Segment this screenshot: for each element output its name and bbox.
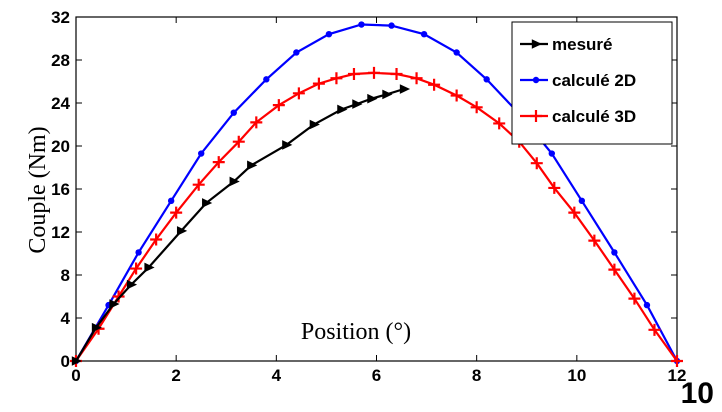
data-point-calcule-3d [272, 99, 285, 112]
y-tick-label: 0 [61, 352, 70, 371]
legend-item-calcule-3d: calculé 3D [520, 107, 636, 126]
legend-marker [531, 39, 542, 49]
series-line-mesure [75, 87, 405, 362]
data-point-calcule-3d [608, 263, 621, 276]
data-point-mesure [202, 198, 213, 208]
data-point-mesure [367, 93, 378, 104]
data-point-mesure [229, 176, 240, 187]
data-point-calcule-3d [150, 233, 163, 246]
x-tick-label: 4 [272, 366, 282, 385]
y-tick-label: 4 [61, 309, 71, 328]
data-point-calcule-3d [548, 181, 561, 194]
data-point-calcule-2d [358, 21, 365, 28]
data-point-mesure [144, 262, 155, 273]
data-point-mesure [352, 99, 363, 109]
legend-item-mesure: mesuré [520, 35, 612, 54]
data-point-calcule-2d [263, 76, 270, 83]
x-tick-label: 12 [668, 366, 687, 385]
y-tick-label: 32 [51, 8, 70, 27]
series-line-calcule-2d [75, 23, 678, 362]
data-point-calcule-2d [483, 76, 490, 83]
data-point-calcule-3d [192, 178, 205, 191]
series-mesure [71, 84, 411, 366]
x-axis-label: Position (°) [301, 319, 411, 345]
data-point-mesure [247, 160, 258, 171]
data-point-calcule-2d [198, 150, 205, 157]
data-point-calcule-2d [611, 249, 618, 256]
data-point-calcule-2d [167, 197, 175, 205]
data-point-calcule-3d [367, 66, 380, 79]
data-point-calcule-2d [420, 31, 428, 38]
legend-box [511, 21, 673, 145]
data-point-calcule-2d [325, 31, 333, 38]
data-point-calcule-3d [493, 117, 506, 130]
data-point-calcule-3d [212, 156, 225, 169]
data-point-calcule-3d [292, 87, 305, 100]
data-point-calcule-3d [312, 77, 325, 90]
data-point-calcule-3d [428, 78, 441, 91]
data-point-calcule-3d [588, 234, 601, 247]
data-point-calcule-3d [450, 89, 463, 102]
legend-marker [532, 76, 540, 84]
x-tick-label: 10 [567, 366, 586, 385]
y-tick-label: 16 [51, 180, 70, 199]
data-point-calcule-2d [230, 109, 237, 116]
data-point-calcule-3d [330, 72, 343, 85]
data-point-calcule-3d [628, 292, 641, 305]
corner-number: 10 [681, 377, 714, 410]
data-point-calcule-2d [135, 249, 142, 256]
data-point-calcule-3d [170, 206, 183, 219]
series-layer [70, 21, 683, 367]
data-point-calcule-2d [643, 301, 651, 309]
data-point-mesure [91, 322, 103, 333]
series-calcule-3d [70, 66, 683, 367]
data-point-calcule-3d [390, 67, 403, 80]
legend-label: calculé 2D [552, 71, 636, 90]
data-point-calcule-2d [578, 197, 586, 205]
data-point-calcule-3d [410, 72, 423, 85]
data-point-calcule-3d [130, 262, 143, 275]
x-tick-label: 6 [372, 366, 381, 385]
data-point-calcule-2d [548, 150, 555, 157]
legend-item-calcule-2d: calculé 2D [520, 71, 636, 90]
data-point-calcule-3d [347, 67, 360, 80]
data-point-calcule-2d [388, 22, 395, 29]
data-point-mesure [399, 84, 411, 94]
data-point-mesure [71, 356, 82, 366]
data-point-calcule-3d [568, 206, 581, 219]
legend-label: mesuré [552, 35, 612, 54]
data-point-mesure [126, 279, 138, 290]
legend-label: calculé 3D [552, 107, 636, 126]
data-point-mesure [282, 140, 293, 150]
x-tick-label: 0 [71, 366, 80, 385]
data-point-calcule-3d [530, 157, 543, 170]
y-tick-label: 8 [61, 266, 70, 285]
data-point-calcule-3d [648, 323, 661, 336]
data-point-calcule-2d [453, 49, 460, 56]
y-tick-label: 24 [51, 94, 70, 113]
legend-marker [530, 110, 542, 122]
data-point-calcule-3d [671, 355, 683, 367]
data-point-mesure [176, 226, 188, 236]
y-axis-label: Couple (Nm) [25, 126, 51, 253]
data-point-mesure [309, 119, 320, 130]
legend: mesuré calculé 2D calculé 3D [511, 21, 673, 145]
data-point-calcule-3d [112, 290, 125, 303]
data-point-calcule-2d [293, 49, 300, 56]
data-point-calcule-3d [250, 116, 263, 129]
data-point-calcule-3d [232, 135, 245, 148]
y-tick-label: 28 [51, 51, 70, 70]
y-tick-label: 12 [51, 223, 70, 242]
data-point-mesure [337, 104, 348, 115]
data-point-calcule-3d [470, 101, 483, 114]
data-point-mesure [382, 89, 393, 100]
x-tick-label: 2 [171, 366, 180, 385]
data-point-mesure [109, 299, 120, 309]
y-tick-label: 20 [51, 137, 70, 156]
x-tick-label: 8 [472, 366, 481, 385]
